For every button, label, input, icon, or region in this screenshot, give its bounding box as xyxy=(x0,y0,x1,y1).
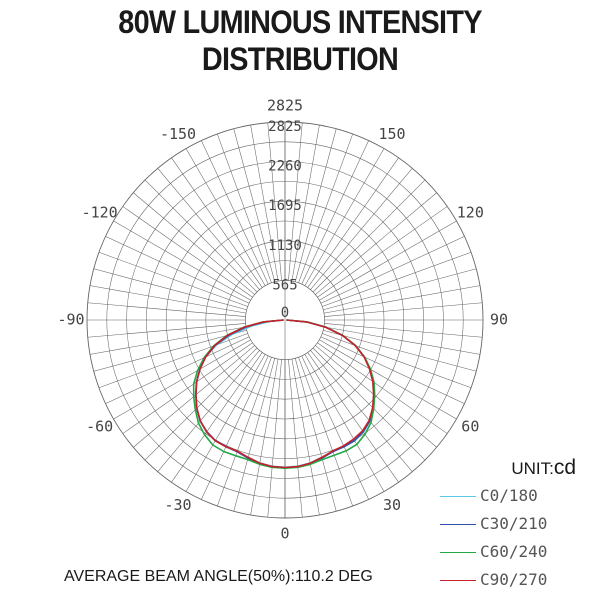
radial-tick-label: 1130 xyxy=(268,238,302,254)
legend-swatch xyxy=(440,524,476,525)
angle-tick-label: 120 xyxy=(457,204,484,222)
legend-item: C90/270 xyxy=(440,570,600,590)
series-curve xyxy=(195,319,375,469)
angle-tick-label: 2825 xyxy=(267,97,303,115)
beam-angle-note: AVERAGE BEAM ANGLE(50%):110.2 DEG xyxy=(64,568,373,585)
grid-ring xyxy=(126,161,444,479)
grid-ring xyxy=(205,240,365,400)
grid-ring xyxy=(106,141,464,499)
angle-tick-label: -90 xyxy=(57,311,84,329)
legend-item: C0/180 xyxy=(440,486,600,506)
angle-tick-label: -30 xyxy=(164,496,191,514)
legend-label: C30/210 xyxy=(480,514,548,533)
angle-tick-label: -150 xyxy=(160,125,196,143)
angle-tick-label: 90 xyxy=(490,311,508,329)
radial-tick-label: 1695 xyxy=(268,198,302,214)
angle-tick-label: 60 xyxy=(461,418,479,436)
radial-tick-label: 0 xyxy=(281,305,289,321)
chart-title: 80W LUMINOUS INTENSITY DISTRIBUTION xyxy=(118,4,482,77)
legend-label: C90/270 xyxy=(480,570,548,589)
unit-value: cd xyxy=(553,456,576,479)
radial-tick-label: 2260 xyxy=(268,159,302,175)
radial-tick-label: 2825 xyxy=(268,119,302,135)
legend-item: C30/210 xyxy=(440,514,600,534)
legend-label: C60/240 xyxy=(480,542,548,561)
angle-tick-label: -60 xyxy=(86,418,113,436)
grid-ring xyxy=(146,181,424,459)
grid-ring xyxy=(225,260,345,380)
legend-label: C0/180 xyxy=(480,486,538,505)
angle-tick-label: 30 xyxy=(383,496,401,514)
unit-prefix: UNIT: xyxy=(511,459,554,478)
grid-ring xyxy=(185,220,385,420)
angle-tick-label: 150 xyxy=(378,125,405,143)
legend-swatch xyxy=(440,496,476,497)
unit-label: UNIT:cd xyxy=(511,456,576,480)
legend-item: C60/240 xyxy=(440,542,600,562)
legend-swatch xyxy=(440,552,476,553)
angle-tick-label: 0 xyxy=(280,525,289,543)
radial-tick-label: 565 xyxy=(272,277,297,293)
grid-ring xyxy=(86,121,484,519)
angle-tick-label: -120 xyxy=(82,204,118,222)
legend-swatch xyxy=(440,580,476,581)
grid-ring xyxy=(165,200,405,440)
